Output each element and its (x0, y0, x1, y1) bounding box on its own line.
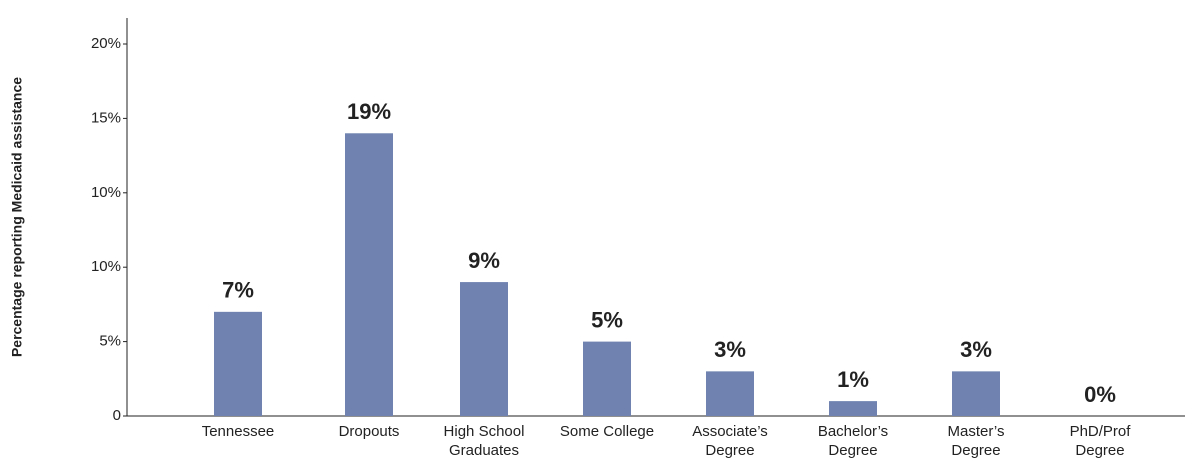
y-tick-label: 10% (91, 184, 121, 201)
value-label: 9% (468, 248, 500, 273)
x-tick-label: Bachelor’s Degree (817, 423, 889, 459)
bar (706, 371, 754, 416)
bar (214, 311, 262, 416)
y-axis-label: Percentage reporting Medicaid assistance (9, 77, 25, 357)
bar (952, 371, 1000, 416)
x-tick-label: Some College (559, 423, 655, 440)
bar (345, 133, 393, 416)
value-label: 19% (347, 99, 391, 124)
y-tick-label: 5% (99, 333, 121, 350)
value-label: 5% (591, 307, 623, 332)
y-tick-label: 10% (91, 258, 121, 275)
x-tick-label: High School Graduates (443, 423, 525, 459)
y-tick-label: 0 (113, 407, 121, 424)
x-tick-label: Tennessee (201, 423, 275, 440)
value-label: 3% (960, 337, 992, 362)
y-tick-label: 20% (91, 35, 121, 52)
bar (583, 341, 631, 416)
x-tick-label: PhD/Prof Degree (1069, 423, 1131, 459)
x-tick-label: Dropouts (338, 423, 400, 440)
value-label: 7% (222, 278, 254, 303)
y-tick-label: 15% (91, 109, 121, 126)
value-label: 1% (837, 367, 869, 392)
x-tick-label: Associate’s Degree (692, 423, 768, 459)
value-label: 3% (714, 337, 746, 362)
bar (460, 282, 508, 416)
bar (829, 401, 877, 416)
value-label: 0% (1084, 382, 1116, 407)
x-tick-label: Master’s Degree (947, 423, 1005, 459)
